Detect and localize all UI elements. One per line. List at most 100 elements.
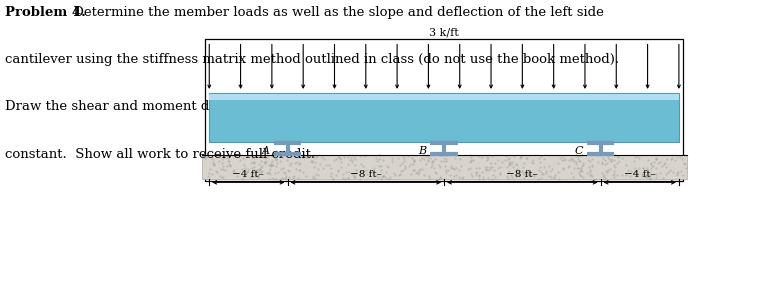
Point (428, 166, 440, 170)
Point (534, 165, 547, 169)
Point (677, 173, 689, 178)
Point (238, 163, 251, 167)
Point (420, 154, 432, 158)
Point (437, 159, 449, 164)
Point (337, 176, 349, 180)
Point (601, 161, 613, 165)
Point (467, 157, 479, 162)
Point (476, 155, 489, 160)
Point (494, 164, 507, 169)
Point (670, 155, 683, 160)
Point (386, 159, 399, 164)
Point (608, 168, 620, 173)
Point (518, 161, 531, 166)
Point (319, 163, 332, 167)
Point (480, 166, 493, 171)
Point (489, 161, 502, 166)
Point (465, 174, 478, 179)
Point (576, 174, 589, 179)
Point (520, 156, 532, 161)
Point (316, 166, 329, 170)
Point (299, 174, 312, 178)
Point (532, 177, 544, 182)
Point (216, 167, 229, 172)
Point (503, 162, 516, 166)
Point (671, 172, 684, 177)
Point (267, 162, 280, 167)
Point (502, 176, 514, 181)
Text: 3 k/ft: 3 k/ft (429, 27, 459, 37)
Point (217, 156, 229, 161)
Point (423, 174, 435, 178)
Point (292, 153, 305, 157)
Point (586, 173, 598, 178)
Point (357, 153, 370, 158)
Point (482, 176, 494, 180)
Text: B: B (418, 146, 427, 156)
Point (662, 170, 674, 175)
Point (645, 161, 658, 166)
Point (549, 173, 561, 177)
Point (247, 156, 259, 160)
Point (561, 165, 574, 170)
Point (557, 155, 569, 159)
Point (359, 168, 372, 172)
Point (503, 169, 516, 173)
Point (330, 173, 343, 177)
Point (631, 172, 644, 177)
Point (444, 173, 456, 178)
Point (392, 172, 405, 177)
Point (407, 167, 420, 172)
Point (572, 159, 585, 164)
Point (406, 155, 418, 160)
Point (211, 170, 223, 175)
Point (450, 166, 463, 171)
Point (489, 175, 502, 180)
Point (413, 169, 425, 174)
Text: A: A (262, 146, 270, 156)
Point (346, 160, 359, 164)
Point (343, 169, 355, 174)
Point (425, 162, 438, 167)
Point (280, 175, 292, 180)
Point (601, 169, 614, 174)
Point (290, 167, 302, 172)
Point (481, 158, 493, 162)
Point (566, 158, 579, 163)
Point (600, 169, 612, 173)
Point (334, 156, 346, 161)
Point (239, 169, 251, 173)
Point (555, 158, 568, 162)
Point (645, 164, 658, 168)
Point (230, 173, 243, 178)
Text: C: C (575, 146, 583, 156)
Point (234, 157, 247, 162)
Point (486, 177, 499, 181)
Point (574, 174, 586, 179)
Polygon shape (209, 94, 679, 100)
Point (650, 172, 662, 177)
Point (223, 159, 236, 164)
Point (536, 171, 548, 176)
Point (241, 169, 254, 173)
Point (276, 176, 288, 181)
Point (670, 170, 683, 175)
Point (645, 162, 658, 167)
Point (246, 175, 258, 180)
Point (269, 176, 282, 181)
Point (637, 166, 650, 171)
Point (309, 175, 321, 180)
Point (568, 159, 581, 164)
Point (624, 174, 637, 179)
Point (628, 158, 640, 163)
Point (629, 155, 641, 160)
Point (410, 170, 423, 175)
Point (568, 166, 581, 171)
Point (448, 174, 460, 178)
Point (254, 166, 266, 171)
Point (640, 173, 653, 177)
Point (263, 171, 276, 176)
Point (381, 164, 394, 169)
Point (511, 162, 523, 167)
Point (576, 168, 588, 173)
